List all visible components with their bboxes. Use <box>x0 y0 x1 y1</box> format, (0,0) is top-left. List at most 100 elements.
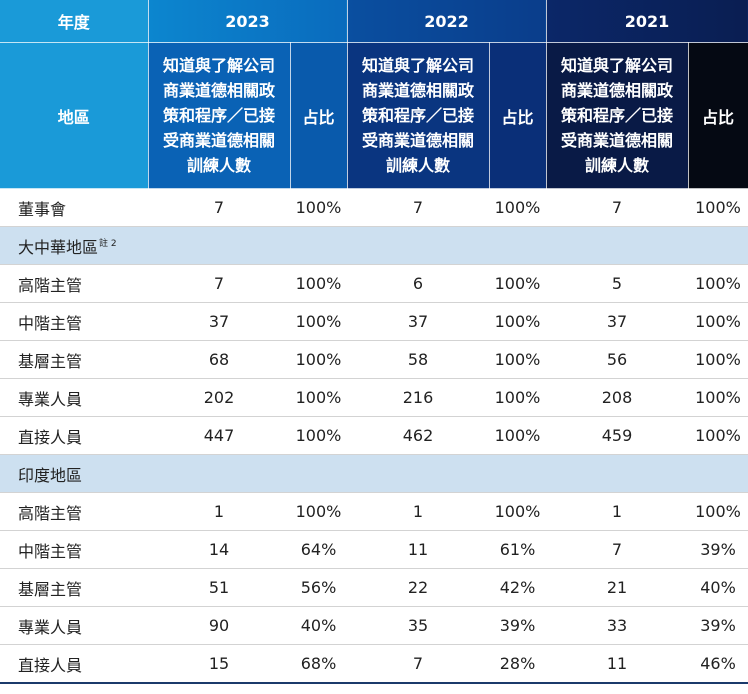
year-2023-header: 2023 <box>148 0 348 43</box>
ratio-header-2021: 占比 <box>688 42 748 189</box>
section-row-greater-china: 大中華地區註 2 <box>0 226 748 265</box>
cell-2023-ratio: 100% <box>290 264 347 303</box>
table-row: 中階主管 14 64% 11 61% 7 39% <box>0 530 748 569</box>
cell-2023-count: 447 <box>148 416 290 455</box>
cell-2021-count: 5 <box>546 264 688 303</box>
cell-2022-ratio: 28% <box>489 644 546 684</box>
cell-2021-count: 21 <box>546 568 688 607</box>
cell-2021-count: 7 <box>546 188 688 227</box>
cell-2023-ratio: 56% <box>290 568 347 607</box>
cell-2023-ratio: 100% <box>290 416 347 455</box>
table-row: 高階主管 7 100% 6 100% 5 100% <box>0 264 748 303</box>
cell-2022-count: 6 <box>347 264 489 303</box>
cell-2022-ratio: 100% <box>489 416 546 455</box>
table-body: 董事會 7 100% 7 100% 7 100% 大中華地區註 2 高階主管 7… <box>0 188 748 684</box>
cell-2023-ratio: 100% <box>290 492 347 531</box>
cell-2021-ratio: 100% <box>688 302 748 341</box>
ratio-header-2022: 占比 <box>489 42 547 189</box>
cell-2022-count: 11 <box>347 530 489 569</box>
cell-2022-ratio: 100% <box>489 492 546 531</box>
table-row: 基層主管 68 100% 58 100% 56 100% <box>0 340 748 379</box>
cell-2021-count: 459 <box>546 416 688 455</box>
cell-2022-count: 22 <box>347 568 489 607</box>
row-label: 基層主管 <box>0 340 148 379</box>
cell-2022-ratio: 42% <box>489 568 546 607</box>
row-label: 基層主管 <box>0 568 148 607</box>
cell-2023-count: 15 <box>148 644 290 684</box>
table-row: 高階主管 1 100% 1 100% 1 100% <box>0 492 748 531</box>
ratio-header-2023: 占比 <box>290 42 348 189</box>
cell-2021-ratio: 100% <box>688 340 748 379</box>
cell-2023-count: 90 <box>148 606 290 645</box>
cell-2023-count: 37 <box>148 302 290 341</box>
cell-2023-count: 51 <box>148 568 290 607</box>
cell-2022-count: 1 <box>347 492 489 531</box>
cell-2023-count: 7 <box>148 264 290 303</box>
row-label: 中階主管 <box>0 530 148 569</box>
cell-2021-count: 7 <box>546 530 688 569</box>
row-label: 直接人員 <box>0 644 148 684</box>
row-label: 專業人員 <box>0 606 148 645</box>
cell-2022-ratio: 61% <box>489 530 546 569</box>
cell-2022-count: 7 <box>347 188 489 227</box>
footnote-mark: 註 2 <box>99 239 117 250</box>
section-row-india: 印度地區 <box>0 454 748 493</box>
table-row: 基層主管 51 56% 22 42% 21 40% <box>0 568 748 607</box>
cell-2021-count: 56 <box>546 340 688 379</box>
cell-2021-count: 33 <box>546 606 688 645</box>
section-title: 大中華地區註 2 <box>0 226 748 265</box>
count-header-2022: 知道與了解公司 商業道德相關政 策和程序／已接 受商業道德相關 訓練人數 <box>347 42 490 189</box>
cell-2023-count: 1 <box>148 492 290 531</box>
table-row: 專業人員 202 100% 216 100% 208 100% <box>0 378 748 417</box>
year-header-row: 年度 2023 2022 2021 <box>0 0 748 43</box>
cell-2022-count: 7 <box>347 644 489 684</box>
cell-2022-count: 58 <box>347 340 489 379</box>
cell-2022-ratio: 100% <box>489 302 546 341</box>
cell-2023-ratio: 100% <box>290 188 347 227</box>
row-label: 直接人員 <box>0 416 148 455</box>
cell-2023-ratio: 100% <box>290 378 347 417</box>
cell-2021-ratio: 100% <box>688 188 748 227</box>
cell-2021-count: 37 <box>546 302 688 341</box>
count-header-2021: 知道與了解公司 商業道德相關政 策和程序／已接 受商業道德相關 訓練人數 <box>546 42 689 189</box>
table-row: 直接人員 15 68% 7 28% 11 46% <box>0 644 748 684</box>
cell-2022-count: 462 <box>347 416 489 455</box>
cell-2021-ratio: 100% <box>688 264 748 303</box>
row-label: 董事會 <box>0 188 148 227</box>
count-header-2023: 知道與了解公司 商業道德相關政 策和程序／已接 受商業道德相關 訓練人數 <box>148 42 291 189</box>
column-header-row: 地區 知道與了解公司 商業道德相關政 策和程序／已接 受商業道德相關 訓練人數 占比 知… <box>0 42 748 189</box>
cell-2022-ratio: 39% <box>489 606 546 645</box>
cell-2022-ratio: 100% <box>489 340 546 379</box>
cell-2021-count: 11 <box>546 644 688 684</box>
cell-2022-count: 35 <box>347 606 489 645</box>
region-header: 地區 <box>0 42 149 189</box>
cell-2023-count: 68 <box>148 340 290 379</box>
row-label: 中階主管 <box>0 302 148 341</box>
cell-2021-ratio: 100% <box>688 378 748 417</box>
year-2022-header: 2022 <box>347 0 547 43</box>
cell-2023-ratio: 68% <box>290 644 347 684</box>
cell-2023-count: 202 <box>148 378 290 417</box>
cell-2022-count: 37 <box>347 302 489 341</box>
year-2021-header: 2021 <box>546 0 748 43</box>
row-label: 專業人員 <box>0 378 148 417</box>
cell-2021-count: 1 <box>546 492 688 531</box>
cell-2022-ratio: 100% <box>489 264 546 303</box>
table-row: 直接人員 447 100% 462 100% 459 100% <box>0 416 748 455</box>
cell-2023-count: 14 <box>148 530 290 569</box>
cell-2021-ratio: 40% <box>688 568 748 607</box>
cell-2022-ratio: 100% <box>489 188 546 227</box>
cell-2021-ratio: 46% <box>688 644 748 684</box>
cell-2023-ratio: 100% <box>290 340 347 379</box>
cell-2023-ratio: 64% <box>290 530 347 569</box>
cell-2021-ratio: 100% <box>688 416 748 455</box>
cell-2021-ratio: 39% <box>688 530 748 569</box>
year-corner-label: 年度 <box>0 0 149 43</box>
section-title: 印度地區 <box>0 454 748 493</box>
row-label: 高階主管 <box>0 264 148 303</box>
table-header: 年度 2023 2022 2021 地區 知道與了解公司 商業道德相關政 策和程序／… <box>0 0 748 189</box>
table-row: 專業人員 90 40% 35 39% 33 39% <box>0 606 748 645</box>
cell-2021-ratio: 39% <box>688 606 748 645</box>
cell-2023-ratio: 100% <box>290 302 347 341</box>
